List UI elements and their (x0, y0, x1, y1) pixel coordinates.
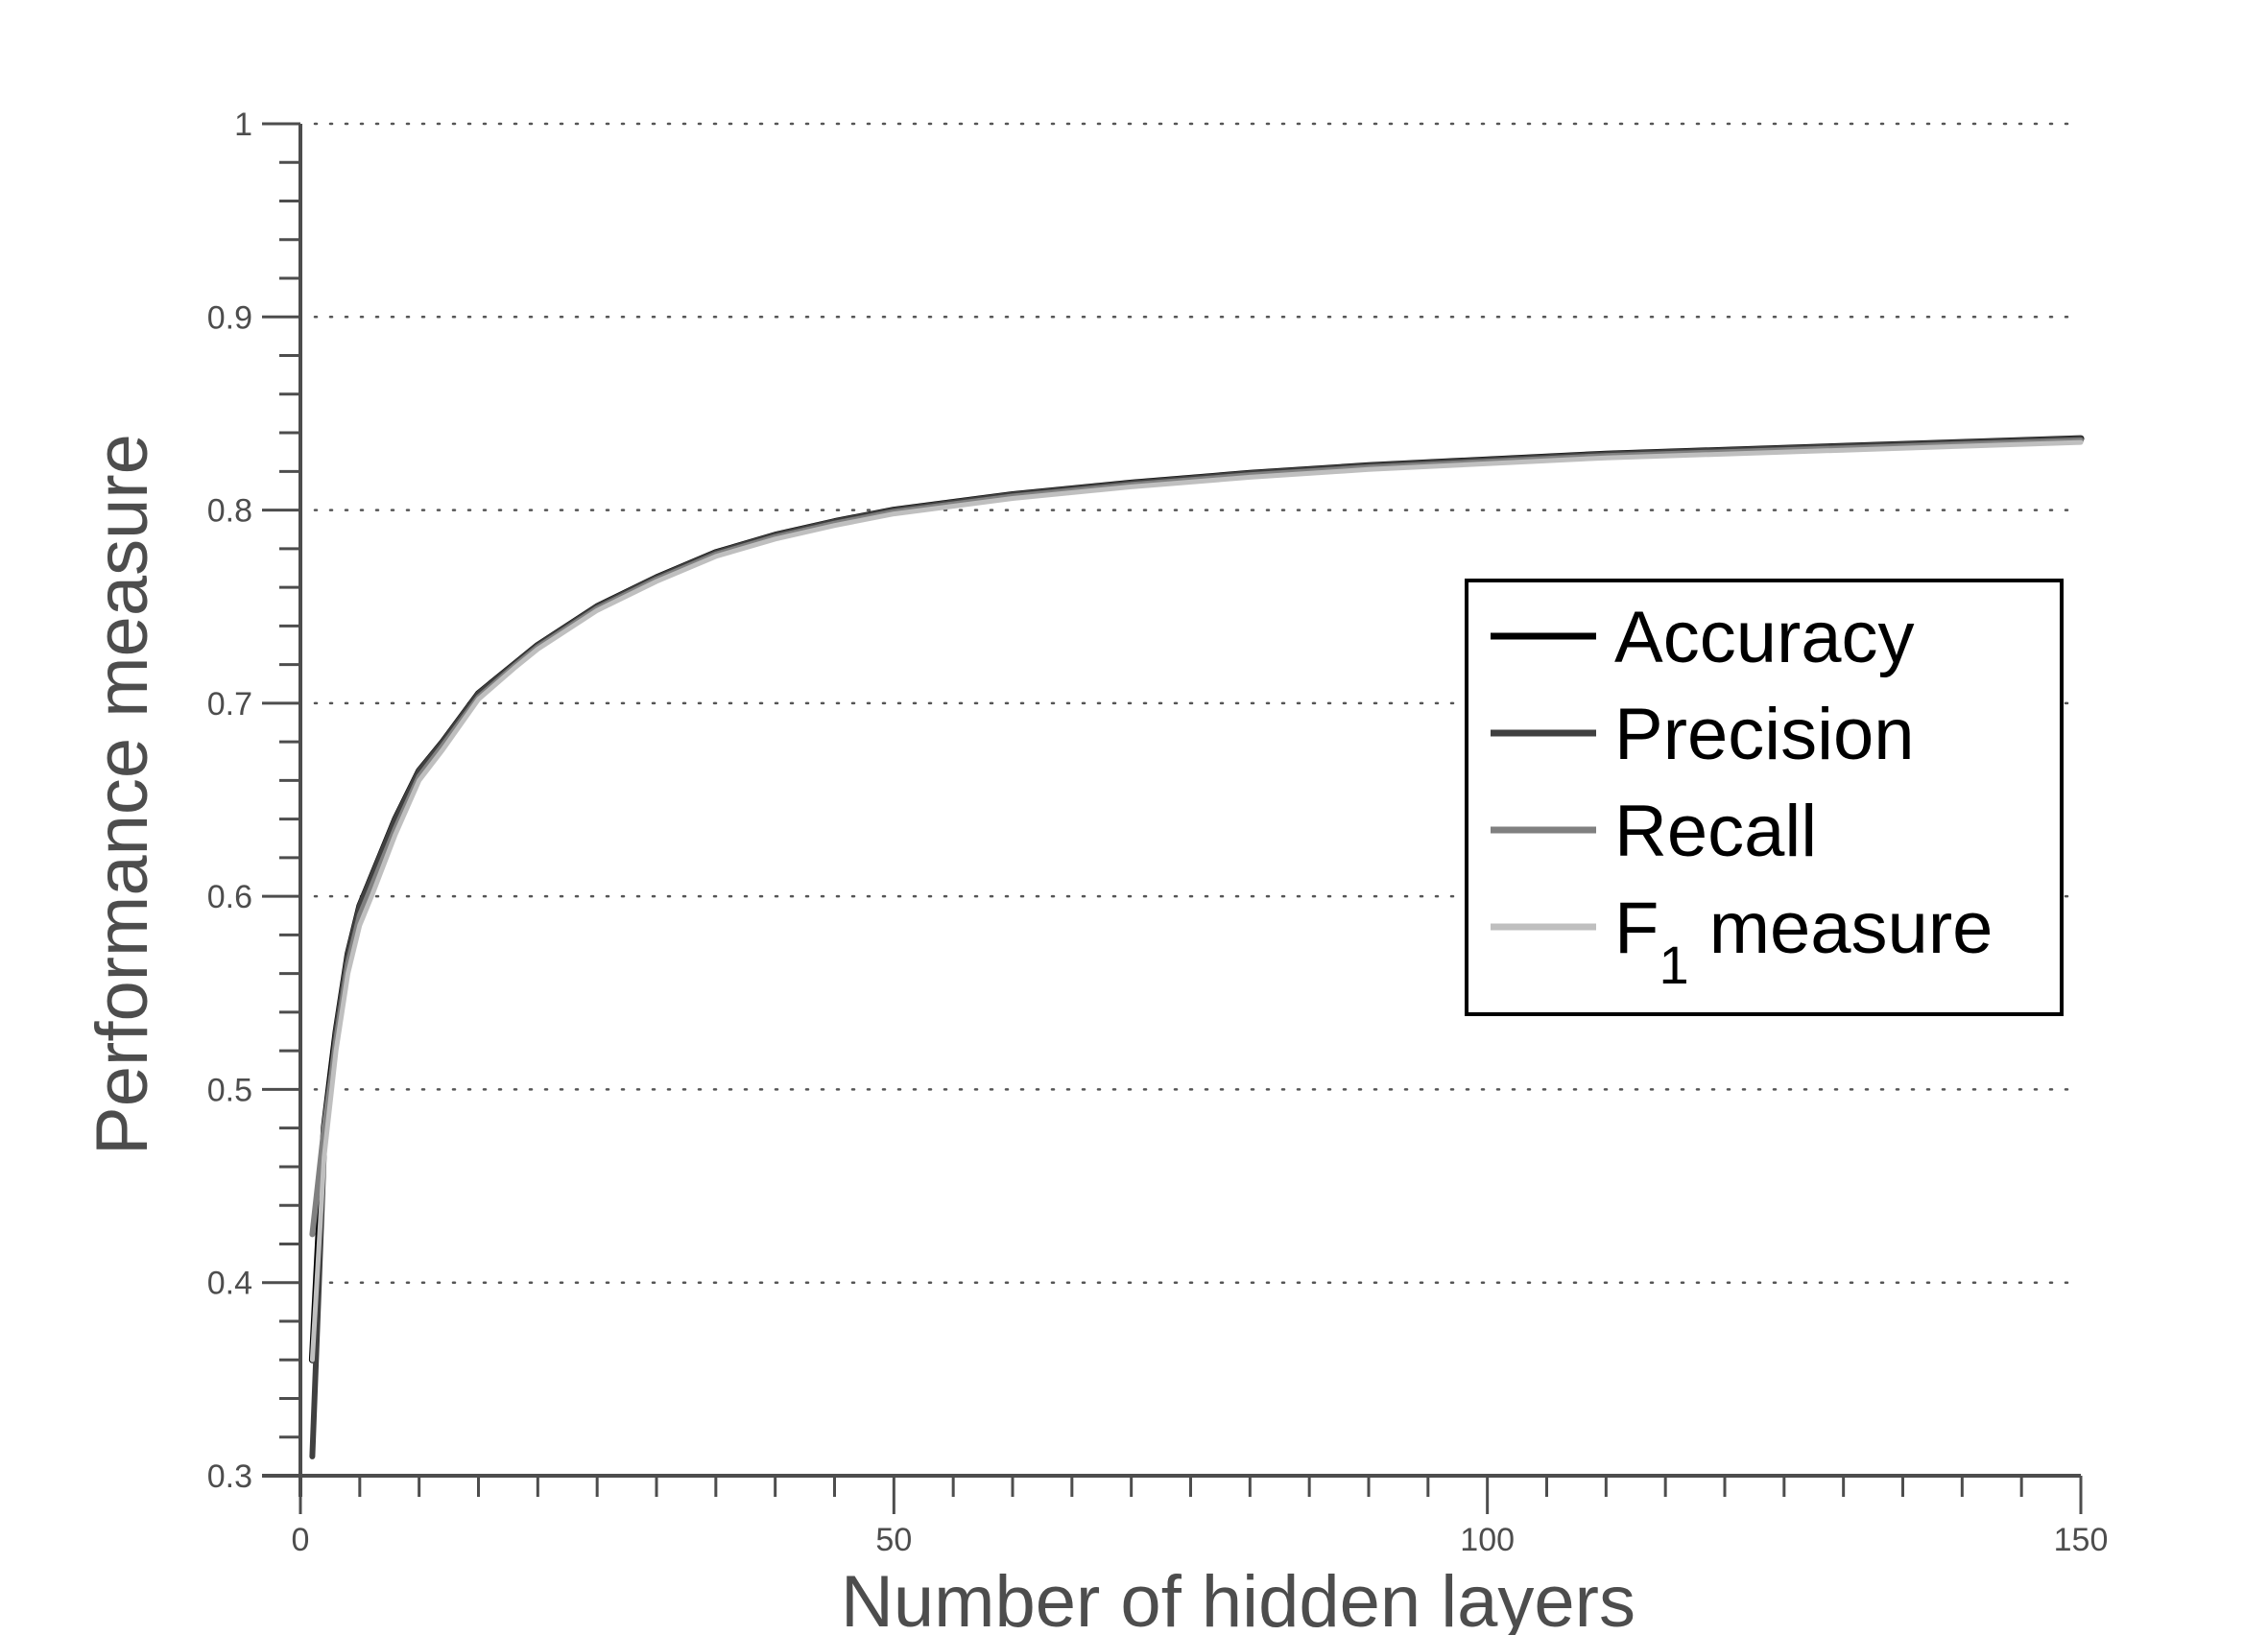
legend-label-recall: Recall (1614, 791, 1817, 872)
x-tick-label-50: 50 (875, 1522, 912, 1558)
y-tick-label-0.9: 0.9 (207, 299, 252, 336)
legend-label-accuracy: Accuracy (1614, 597, 1915, 678)
y-tick-label-0.5: 0.5 (207, 1072, 252, 1108)
legend-label-precision: Precision (1614, 694, 1915, 775)
grid-lines (313, 122, 2077, 1284)
x-tick-label-0: 0 (292, 1522, 310, 1558)
ticks: 0.3 0.4 0.5 0.6 0.7 0.8 0.9 1 0 50 100 150 (207, 107, 2109, 1558)
y-tick-label-0.6: 0.6 (207, 879, 252, 915)
legend: Accuracy Precision Recall F1 measure (1465, 579, 2064, 1016)
y-tick-label-1: 1 (234, 107, 252, 143)
y-tick-label-0.3: 0.3 (207, 1458, 252, 1495)
y-tick-label-0.8: 0.8 (207, 493, 252, 530)
x-axis-title: Number of hidden layers (841, 1561, 1635, 1635)
axes (262, 124, 2081, 1497)
y-tick-label-0.4: 0.4 (207, 1266, 252, 1302)
legend-box (1465, 579, 2064, 1016)
x-tick-label-100: 100 (1460, 1522, 1515, 1558)
x-tick-label-150: 150 (2054, 1522, 2109, 1558)
y-axis-title: Performance measure (82, 434, 163, 1155)
series-lines (308, 435, 2085, 1459)
series-line-f1 (309, 439, 2084, 1362)
legend-label-f1: F1 measure (1614, 888, 1993, 995)
y-tick-label-0.7: 0.7 (207, 686, 252, 723)
